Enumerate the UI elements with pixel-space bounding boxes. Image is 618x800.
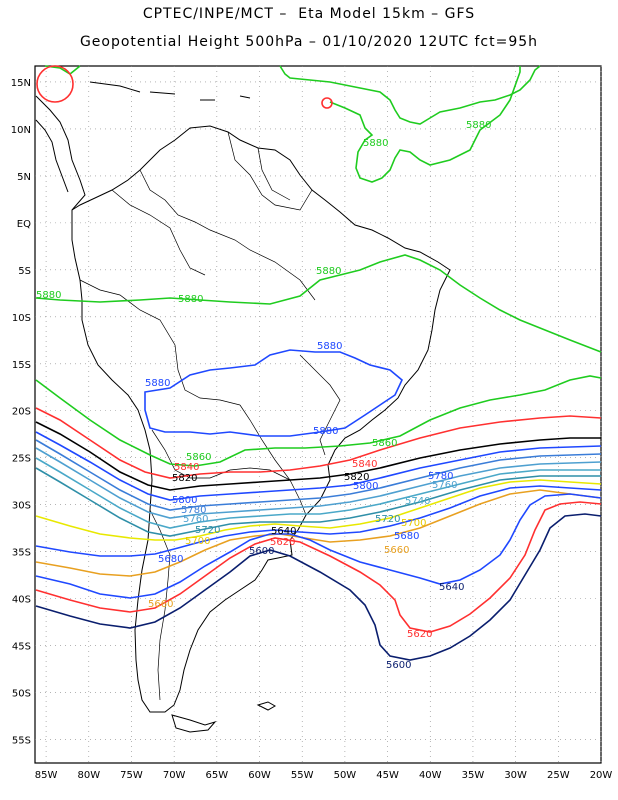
contour-5880-green-mid: [329, 66, 521, 183]
contour-label: 5760: [432, 480, 457, 491]
contour-label: 5820: [172, 473, 197, 484]
contour-label: 5700: [185, 536, 210, 547]
lat-tick-label: 10N: [11, 125, 31, 136]
contour-5640: [35, 493, 602, 599]
contour-label: 5780: [428, 471, 453, 482]
contour-5740: [35, 457, 601, 529]
contour-5880-green-north: [44, 65, 541, 125]
contour-label: 5740: [405, 496, 430, 507]
contour-label: 5860: [186, 452, 211, 463]
falkland-islands: [256, 701, 277, 711]
contour-label: 5680: [158, 554, 183, 565]
contour-label: 5720: [195, 525, 220, 536]
tierra-del-fuego: [171, 714, 217, 733]
contour-5820: [35, 421, 601, 491]
contour-5880-green-south: [35, 254, 602, 353]
contour-label: 5600: [386, 660, 411, 671]
contour-label: 5880: [316, 266, 341, 277]
contour-label: 5620: [407, 629, 432, 640]
lat-tick-label: EQ: [17, 219, 31, 230]
contour-label: 5800: [353, 481, 378, 492]
contour-label: 5880: [313, 426, 338, 437]
map-frame: [34, 65, 602, 764]
contour-label: 5680: [394, 531, 419, 542]
lon-tick-label: 40W: [419, 770, 442, 781]
lon-tick-label: 60W: [248, 770, 271, 781]
lon-tick-label: 45W: [376, 770, 399, 781]
lat-tick-label: 45S: [12, 642, 31, 653]
lat-tick-label: 25S: [12, 454, 31, 465]
contour-5720: [35, 467, 601, 537]
contour-5840: [35, 407, 602, 479]
lat-tick-label: 35S: [12, 548, 31, 559]
coastlines: [35, 81, 451, 733]
contour-5880-blue: [144, 349, 403, 437]
latitude-labels: 15N 10N 5N EQ 5S 10S 15S 20S 25S 30S 35S 40S 45S 50S 5…: [11, 78, 31, 747]
contour-label: 5660: [148, 599, 173, 610]
contour-label: 5660: [384, 545, 409, 556]
lat-tick-label: 5N: [17, 172, 31, 183]
lat-tick-label: 5S: [18, 266, 31, 277]
lon-tick-label: 55W: [291, 770, 314, 781]
contour-lines: [35, 65, 602, 661]
lon-tick-label: 50W: [334, 770, 357, 781]
contour-label: 5760: [183, 514, 208, 525]
lon-tick-label: 35W: [462, 770, 485, 781]
contour-5620: [35, 501, 602, 633]
contour-5600: [35, 513, 602, 661]
contour-label: 5620: [270, 537, 295, 548]
contour-label: 5600: [249, 546, 274, 557]
contour-label: 5880: [466, 120, 491, 131]
contour-label: 5880: [178, 294, 203, 305]
contour-label: 5640: [439, 582, 464, 593]
lon-tick-label: 85W: [35, 770, 58, 781]
contour-label: 5860: [372, 438, 397, 449]
lon-tick-label: 25W: [547, 770, 570, 781]
map-subtitle: Geopotential Height 500hPa – 01/10/2020 …: [79, 34, 539, 50]
lat-tick-label: 10S: [12, 313, 31, 324]
contour-label: 5880: [36, 290, 61, 301]
contour-labels: 5880 5880 5880 5880 5880 5880 5880 5880 …: [36, 120, 491, 671]
contour-5860: [35, 375, 602, 467]
map-title: CPTEC/INPE/MCT – Eta Model 15km – GFS: [142, 6, 476, 22]
central-america-coastline: [35, 95, 86, 211]
south-america-coastline: [71, 125, 451, 713]
contour-label: 5780: [181, 505, 206, 516]
lon-tick-label: 20W: [590, 770, 613, 781]
contour-label: 5700: [401, 518, 426, 529]
contour-5760: [35, 447, 602, 519]
contour-label: 5880: [145, 378, 170, 389]
contour-label: 5880: [363, 138, 388, 149]
lon-tick-label: 80W: [77, 770, 100, 781]
lon-tick-label: 30W: [504, 770, 527, 781]
contour-red-circle-n: [321, 97, 333, 109]
contour-label: 5880: [317, 341, 342, 352]
map-grid: [35, 66, 602, 763]
contour-5800: [35, 431, 602, 501]
contour-label: 5820: [344, 472, 369, 483]
contour-5680: [35, 485, 602, 557]
lat-tick-label: 50S: [12, 689, 31, 700]
lat-tick-label: 15N: [11, 78, 31, 89]
lon-tick-label: 70W: [163, 770, 186, 781]
lat-tick-label: 15S: [12, 360, 31, 371]
longitude-labels: 85W 80W 75W 70W 65W 60W 55W 50W 45W 40W 35W 30W 25W 2…: [35, 770, 613, 781]
lat-tick-label: 40S: [12, 595, 31, 606]
contour-label: 5720: [375, 514, 400, 525]
contour-red-circle-nw: [36, 65, 74, 103]
contour-label: 5800: [172, 495, 197, 506]
contour-label: 5840: [174, 462, 199, 473]
contour-label: 5640: [271, 526, 296, 537]
lon-tick-label: 75W: [120, 770, 143, 781]
lon-tick-label: 65W: [206, 770, 229, 781]
caribbean-islands: [89, 81, 251, 101]
lat-tick-label: 20S: [12, 407, 31, 418]
lat-tick-label: 55S: [12, 736, 31, 747]
contour-5780: [35, 439, 602, 511]
contour-5700: [35, 479, 602, 541]
lat-tick-label: 30S: [12, 501, 31, 512]
contour-label: 5840: [352, 459, 377, 470]
